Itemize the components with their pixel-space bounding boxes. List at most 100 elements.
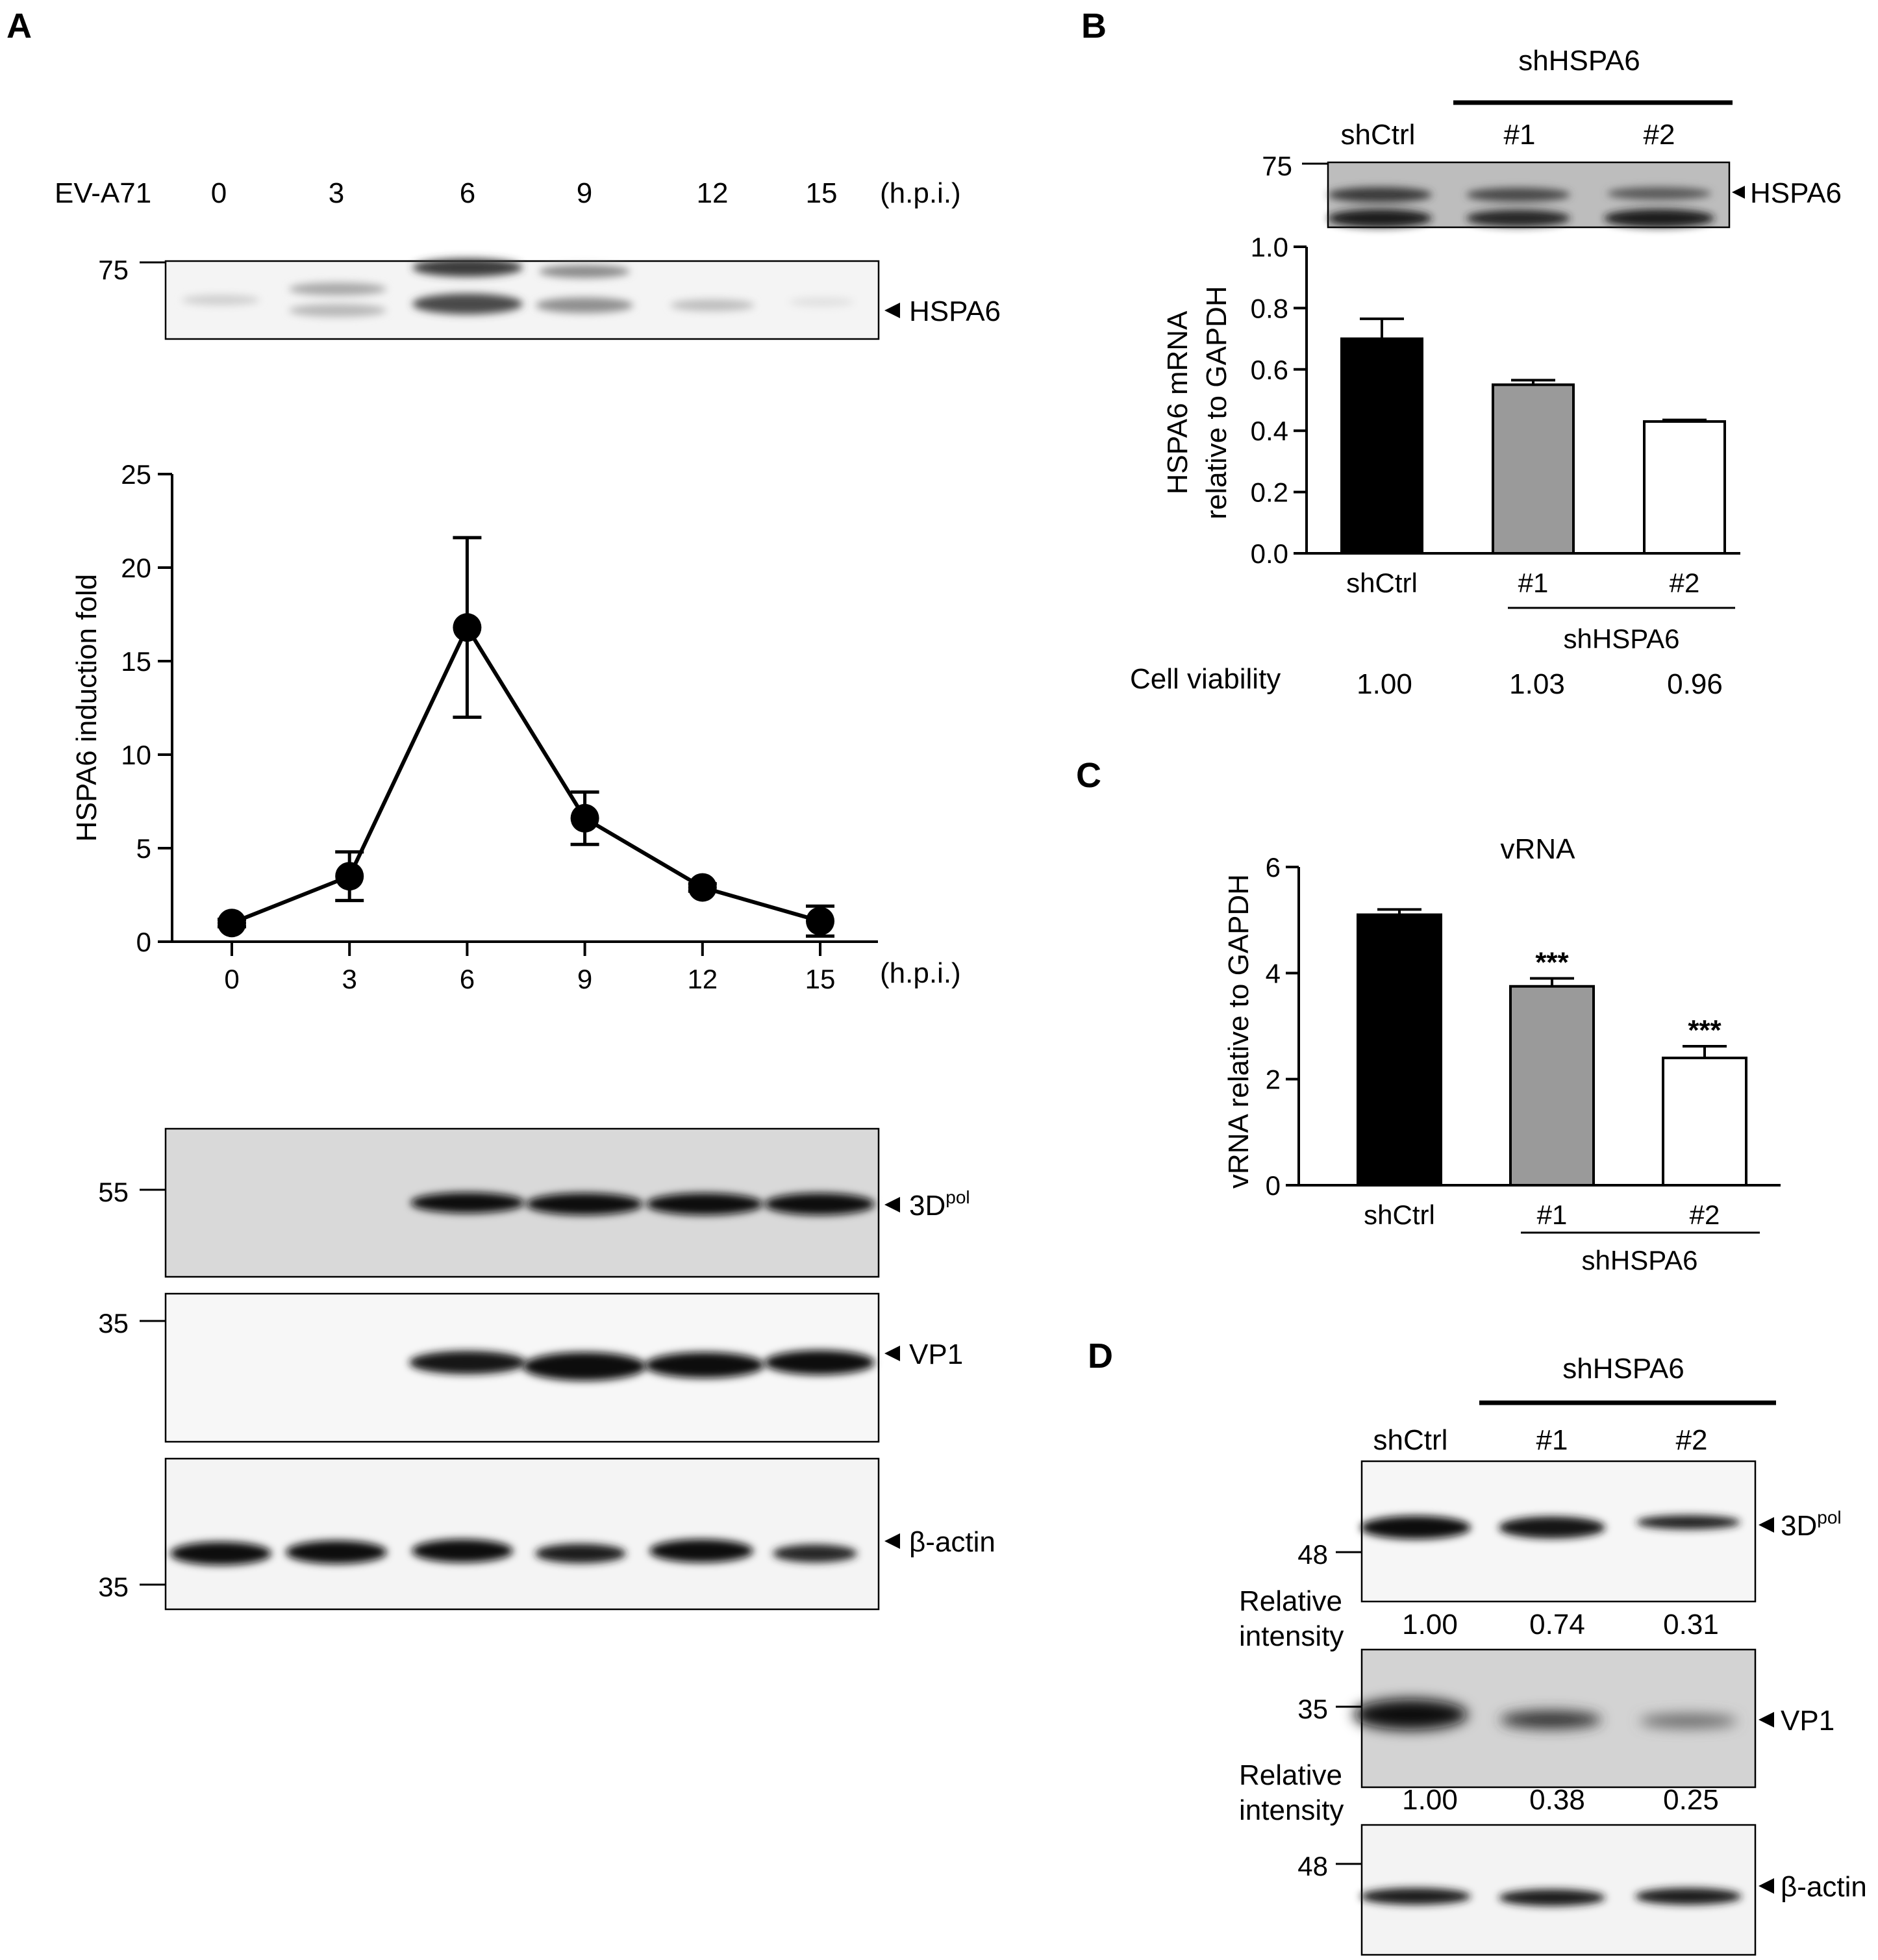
y-tick-label: 4 — [1266, 958, 1281, 988]
band — [1466, 210, 1570, 227]
relative-value: 0.74 — [1529, 1609, 1585, 1640]
band — [670, 299, 755, 311]
y-tick-label: 20 — [121, 553, 151, 583]
band — [789, 297, 854, 307]
protein-label: β-actin — [1781, 1871, 1867, 1903]
bar — [1643, 420, 1726, 555]
timepoint-label: 9 — [577, 177, 592, 209]
data-point — [688, 873, 717, 902]
x-tick-label: #1 — [1518, 568, 1549, 598]
bar — [1662, 1057, 1747, 1187]
protein-label: HSPA6 — [1750, 177, 1842, 209]
band — [289, 283, 386, 295]
band — [1604, 209, 1714, 227]
band — [1328, 209, 1432, 227]
y-tick-label: 10 — [121, 740, 151, 770]
chart-c-vrna: vRNA 0 2 4 6 *** *** shCtrl #1 #2 vRNA relativ… — [1223, 833, 1781, 1275]
series-line — [231, 623, 821, 925]
timepoint-label: 0 — [211, 177, 227, 209]
bar — [1492, 383, 1575, 555]
band — [1607, 187, 1711, 200]
marker-label: 35 — [98, 1308, 129, 1338]
band — [1499, 1516, 1605, 1539]
x-tick-label: 3 — [342, 964, 357, 994]
y-tick-label: 0.6 — [1251, 355, 1288, 385]
relative-value: 1.00 — [1402, 1784, 1458, 1816]
bar — [1357, 913, 1442, 1187]
band — [1635, 1888, 1742, 1905]
lane-label: #2 — [1644, 119, 1675, 151]
band — [523, 1352, 646, 1381]
significance-label: *** — [1688, 1014, 1722, 1046]
panel-label-b: B — [1081, 6, 1107, 45]
band — [1636, 1515, 1740, 1529]
chart-title: vRNA — [1501, 833, 1576, 865]
blot-hspa6-timecourse: 75 HSPA6 — [98, 255, 1001, 340]
relative-label: intensity — [1239, 1620, 1344, 1652]
band — [412, 258, 523, 277]
band — [182, 295, 260, 305]
x-tick-label: 0 — [224, 964, 239, 994]
relative-intensity-3dpol: Relative intensity 1.00 0.74 0.31 — [1239, 1585, 1719, 1652]
band — [773, 1544, 857, 1563]
viability-value: 1.00 — [1357, 668, 1412, 700]
x-tick-label: #2 — [1670, 568, 1700, 598]
y-tick-label: 15 — [121, 646, 151, 677]
band — [526, 1193, 643, 1215]
marker-label: 75 — [1262, 151, 1292, 181]
timepoint-label: 6 — [460, 177, 475, 209]
panel-label-d: D — [1088, 1337, 1113, 1376]
protein-label: 3Dpol — [1781, 1507, 1842, 1542]
lane-label: #2 — [1676, 1424, 1708, 1456]
blot-actin-knockdown: 48 β-actin — [1297, 1824, 1867, 1956]
marker-label: 55 — [98, 1177, 129, 1207]
band — [1360, 1888, 1471, 1905]
viability-value: 1.03 — [1509, 668, 1565, 700]
y-tick-label: 0.8 — [1251, 293, 1288, 323]
band — [412, 294, 523, 314]
y-tick-label: 25 — [121, 459, 151, 490]
blot-vp1-knockdown: 35 VP1 — [1297, 1648, 1834, 1789]
data-point — [806, 907, 834, 936]
band — [1640, 1714, 1737, 1728]
band — [539, 265, 630, 278]
relative-value: 0.31 — [1663, 1609, 1719, 1640]
virus-label: EV-A71 — [55, 177, 151, 209]
y-tick-label: 0 — [1266, 1170, 1281, 1201]
band — [412, 1539, 513, 1563]
viability-row: Cell viability 1.00 1.03 0.96 — [1130, 663, 1723, 700]
y-axis-label: vRNA relative to GAPDH — [1223, 874, 1255, 1188]
x-tick-label: 12 — [687, 964, 718, 994]
panel-label-c: C — [1076, 756, 1101, 795]
bar — [1509, 985, 1595, 1187]
lane-label: #1 — [1536, 1424, 1568, 1456]
x-tick-label: #2 — [1690, 1200, 1720, 1230]
relative-label: Relative — [1239, 1585, 1342, 1617]
panel-d-header: shHSPA6 shCtrl #1 #2 — [1373, 1353, 1776, 1456]
y-tick-label: 0.0 — [1251, 538, 1288, 569]
blot-vp1-timecourse: 35 VP1 — [98, 1292, 963, 1443]
relative-label: intensity — [1239, 1794, 1344, 1826]
band — [536, 297, 633, 313]
lane-label: #1 — [1504, 119, 1536, 151]
x-tick-label: shCtrl — [1346, 568, 1418, 598]
band — [1500, 1711, 1601, 1729]
marker-label: 48 — [1297, 1851, 1328, 1881]
viability-label: Cell viability — [1130, 663, 1281, 695]
y-tick-label: 0.4 — [1251, 416, 1288, 446]
protein-label: 3Dpol — [909, 1187, 970, 1222]
y-tick-label: 2 — [1266, 1064, 1281, 1095]
y-axis-label: HSPA6 mRNA — [1162, 310, 1194, 494]
timepoint-label: 12 — [697, 177, 729, 209]
marker-label: 35 — [1297, 1694, 1328, 1724]
blot-actin-timecourse: 35 β-actin — [98, 1457, 995, 1611]
protein-label: HSPA6 — [909, 295, 1001, 327]
viability-value: 0.96 — [1667, 668, 1723, 700]
unit-label: (h.p.i.) — [880, 177, 961, 209]
marker-label: 75 — [98, 255, 129, 285]
band — [649, 1539, 753, 1563]
y-tick-label: 5 — [136, 833, 151, 864]
group-label: shHSPA6 — [1582, 1245, 1698, 1275]
panel-a-header: EV-A71 0 3 6 9 12 15 (h.p.i.) — [55, 177, 961, 209]
x-tick-label: 9 — [577, 964, 592, 994]
